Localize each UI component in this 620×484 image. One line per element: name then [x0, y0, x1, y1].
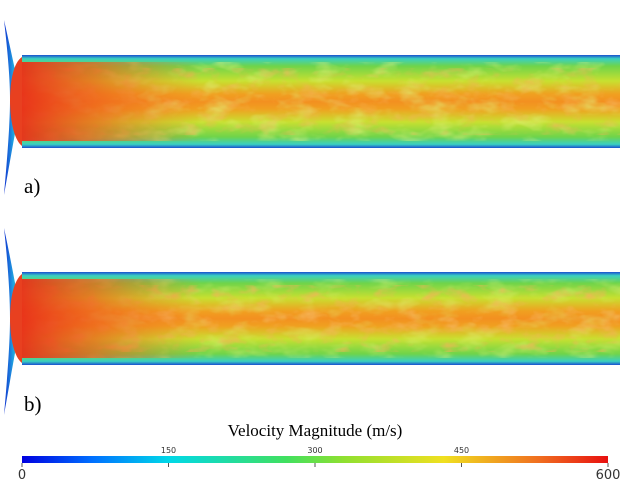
colorbar: Velocity Magnitude (m/s) 0 150 300 450 600: [18, 421, 620, 483]
nozzle-core: [10, 274, 22, 363]
inlet-core: [22, 279, 620, 358]
panel-label: b): [24, 392, 42, 416]
inlet-core: [22, 62, 620, 141]
tick-label: 150: [161, 446, 176, 455]
colorbar-ramp: [22, 456, 608, 463]
panel-b: b): [4, 228, 620, 416]
tick-label: 450: [454, 446, 469, 455]
tick-label: 300: [307, 446, 322, 455]
nozzle-core: [10, 57, 22, 146]
panel-label: a): [24, 174, 40, 198]
tick-label: 600: [596, 468, 620, 483]
colorbar-title: Velocity Magnitude (m/s): [228, 421, 403, 440]
panel-a: a): [4, 20, 620, 198]
tick-label: 0: [18, 468, 26, 483]
